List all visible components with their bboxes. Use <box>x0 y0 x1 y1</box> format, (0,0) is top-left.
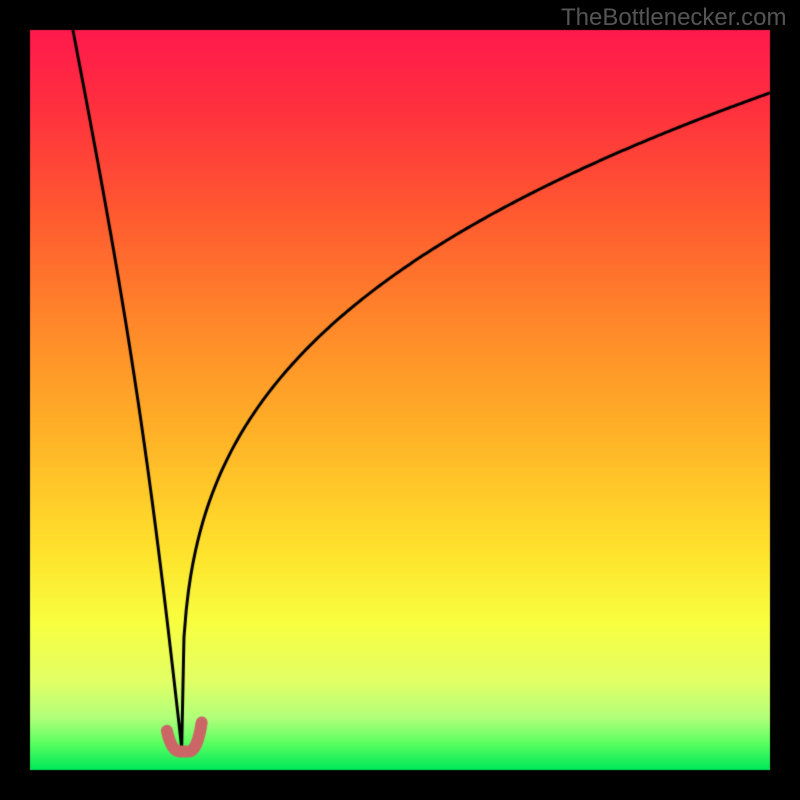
chart-container: TheBottlenecker.com <box>0 0 800 800</box>
watermark-text: TheBottlenecker.com <box>561 4 786 32</box>
chart-curves-layer <box>0 0 800 800</box>
